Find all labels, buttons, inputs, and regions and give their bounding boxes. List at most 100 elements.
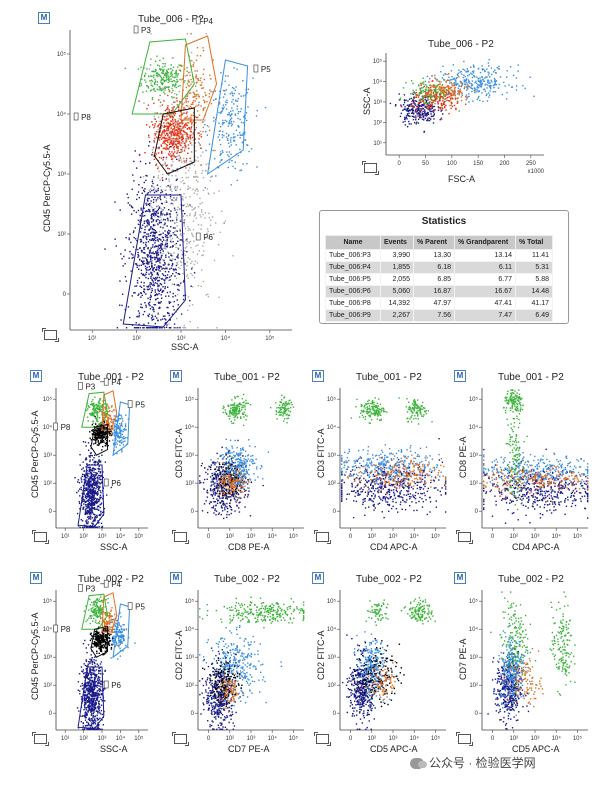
event-dot [91, 493, 93, 495]
event-dot [197, 141, 200, 144]
event-dot [172, 137, 175, 139]
event-dot [162, 70, 164, 73]
event-dot [413, 102, 415, 104]
event-dot [98, 500, 100, 503]
m-button[interactable]: M [30, 370, 42, 382]
event-dot [127, 418, 130, 420]
event-dot [104, 406, 106, 409]
gate-P6[interactable] [122, 194, 186, 328]
gate-P4[interactable] [101, 390, 118, 431]
event-dot [432, 101, 435, 103]
event-dot [453, 91, 455, 93]
event-dot [86, 519, 88, 521]
event-dot [168, 138, 170, 141]
event-dot [92, 502, 95, 504]
event-dot [99, 460, 102, 462]
event-dot [407, 110, 410, 113]
event-dot [129, 250, 131, 253]
event-dot [148, 145, 150, 147]
event-dot [459, 90, 462, 92]
event-dot [466, 83, 469, 85]
event-dot [192, 175, 195, 178]
event-dot [441, 106, 443, 109]
event-dot [83, 474, 86, 477]
gate-P8[interactable] [153, 107, 195, 175]
event-dot [87, 481, 89, 484]
event-dot [433, 99, 435, 102]
event-dot [88, 466, 91, 469]
cell-value: 5.31 [515, 261, 553, 274]
event-dot [444, 106, 446, 109]
event-dot [99, 461, 102, 463]
event-dot [457, 83, 459, 85]
event-dot [175, 311, 178, 313]
event-dot [165, 256, 167, 258]
event-dot [92, 402, 95, 405]
event-dot [418, 99, 420, 102]
event-dot [96, 480, 98, 483]
event-dot [197, 116, 199, 119]
event-dot [178, 136, 180, 138]
event-dot [491, 73, 493, 76]
event-dot [95, 405, 98, 407]
y-tick-label: 10² [43, 481, 52, 487]
event-dot [186, 214, 188, 217]
selection-tool-icon[interactable] [42, 328, 59, 342]
selection-tool-icon[interactable] [32, 530, 49, 544]
event-dot [92, 497, 94, 499]
event-dot [149, 282, 151, 284]
event-dot [168, 232, 171, 234]
event-dot [162, 227, 164, 229]
event-dot [147, 269, 149, 271]
event-dot [134, 285, 136, 288]
event-dot [130, 213, 133, 215]
event-dot [90, 502, 92, 505]
event-dot [189, 71, 191, 74]
event-dot [116, 433, 119, 435]
event-dot [156, 327, 159, 329]
event-dot [165, 321, 167, 324]
gate-P8[interactable] [90, 423, 109, 456]
event-dot [170, 131, 173, 133]
event-dot [120, 434, 122, 437]
event-dot [186, 128, 188, 130]
gate-P6[interactable] [77, 464, 105, 528]
event-dot [148, 221, 150, 224]
event-dot [157, 166, 160, 168]
event-dot [211, 175, 213, 178]
event-dot [147, 256, 149, 258]
event-dot [409, 110, 411, 112]
event-dot [184, 80, 186, 82]
event-dot [155, 163, 158, 166]
event-dot [163, 130, 166, 132]
gate-P4[interactable] [180, 35, 218, 121]
event-dot [171, 75, 173, 77]
event-dot [443, 86, 445, 88]
event-dot [435, 78, 437, 80]
m-button[interactable]: M [170, 370, 182, 382]
event-dot [167, 139, 169, 141]
event-dot [488, 72, 490, 74]
event-dot [89, 490, 91, 492]
event-dot [156, 276, 159, 279]
m-button-main[interactable]: M [38, 12, 50, 24]
event-dot [83, 473, 85, 476]
event-dot [170, 140, 173, 143]
event-dot [165, 133, 168, 136]
cell-name: Tube_006:P6 [325, 285, 381, 298]
event-dot [95, 433, 98, 436]
event-dot [141, 251, 143, 253]
selection-tool-icon[interactable] [362, 161, 379, 175]
event-dot [443, 103, 446, 106]
event-dot [182, 126, 184, 128]
event-dot [189, 85, 191, 87]
event-dot [200, 105, 202, 107]
event-dot [158, 99, 160, 101]
event-dot [179, 284, 181, 286]
event-dot [121, 258, 123, 260]
event-dot [140, 296, 142, 298]
event-dot [136, 279, 139, 282]
event-dot [151, 149, 154, 151]
gate-P5[interactable] [206, 59, 249, 176]
event-dot [231, 86, 234, 89]
